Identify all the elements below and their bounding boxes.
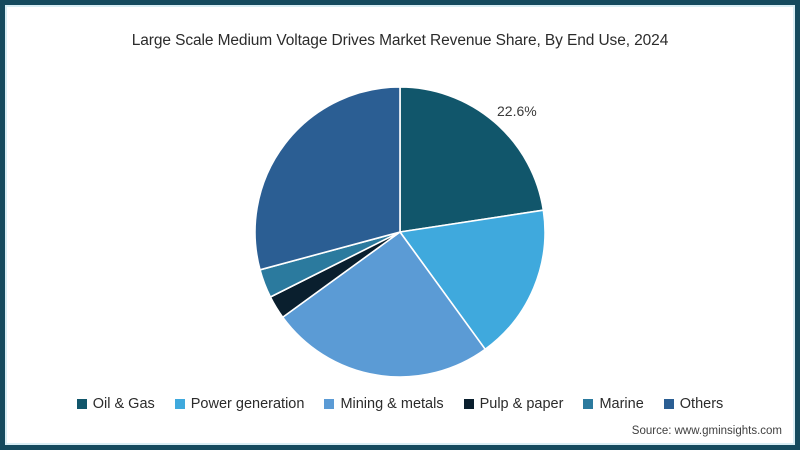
pie-slice-power-generation[interactable]: [399, 209, 546, 351]
legend-swatch-icon-marine: [583, 399, 594, 409]
pie-data-label-oil-and-gas: 22.6%: [497, 103, 537, 119]
figure-inner-rule-top: [5, 5, 795, 7]
source-note: Source: www.gminsights.com: [631, 425, 782, 437]
figure-border-top: [0, 0, 800, 5]
pie-slice-group: [254, 86, 546, 378]
legend-label-mining-metals: Mining & metals: [340, 396, 444, 412]
legend-label-pulp-paper: Pulp & paper: [479, 396, 564, 412]
figure-inner-rule-left: [5, 5, 7, 445]
legend-item-pulp-paper[interactable]: Pulp & paper: [463, 396, 564, 412]
legend-item-others[interactable]: Others: [663, 396, 724, 412]
legend-swatch-icon-power-generation: [174, 399, 185, 409]
legend-item-power-generation[interactable]: Power generation: [174, 396, 305, 412]
legend-swatch-icon-mining-metals: [324, 399, 335, 409]
legend-swatch-icon-pulp-paper: [463, 399, 474, 409]
legend-label-oil-gas: Oil & Gas: [92, 396, 155, 412]
legend-swatch-icon-others: [663, 399, 674, 409]
figure-border-left: [0, 0, 5, 450]
chart-legend: Oil & Gas Power generation Mining & metals…: [0, 396, 800, 412]
figure-border-right: [795, 0, 800, 450]
legend-swatch-icon-oil-gas: [76, 399, 87, 409]
pie-slice-marine[interactable]: [259, 231, 401, 298]
figure-border-bottom: [0, 445, 800, 450]
legend-item-oil-gas[interactable]: Oil & Gas: [76, 396, 155, 412]
figure-inner-rule-bottom: [5, 443, 795, 445]
legend-item-mining-metals[interactable]: Mining & metals: [324, 396, 444, 412]
chart-title: Large Scale Medium Voltage Drives Market…: [131, 32, 669, 49]
pie-slice-mining-metals[interactable]: [281, 231, 487, 378]
pie-slice-pulp-paper[interactable]: [269, 231, 401, 319]
figure-inner-rule-right: [793, 5, 795, 445]
pie-slice-others[interactable]: [254, 86, 401, 271]
legend-label-marine: Marine: [599, 396, 644, 412]
legend-item-marine[interactable]: Marine: [583, 396, 644, 412]
legend-label-others: Others: [679, 396, 724, 412]
legend-label-power-generation: Power generation: [190, 396, 305, 412]
